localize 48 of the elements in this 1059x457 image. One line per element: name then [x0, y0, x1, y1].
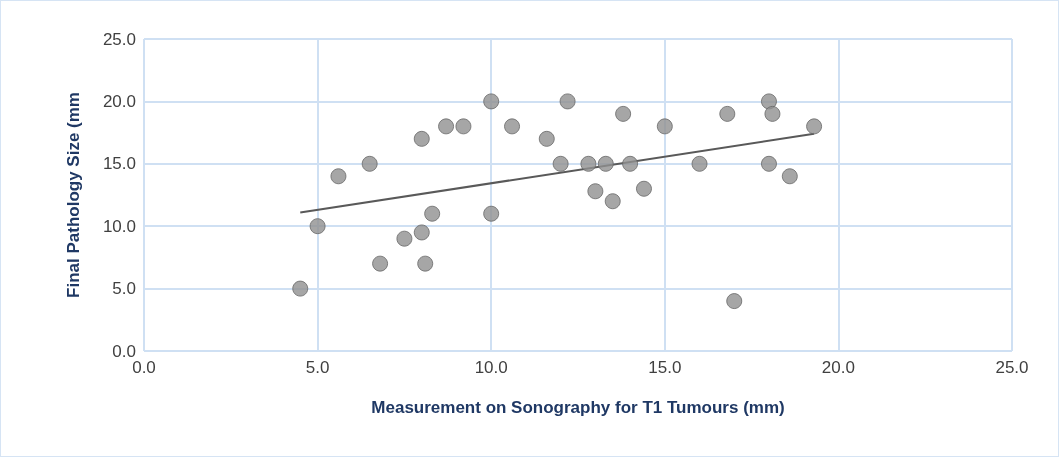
x-tick-label: 25.0: [995, 358, 1029, 377]
point: [760, 93, 777, 110]
point: [552, 155, 569, 172]
y-axis-title: Final Pathology Size (mm: [64, 92, 83, 298]
point: [781, 168, 798, 185]
y-tick-label: 10.0: [102, 216, 136, 236]
x-tick-label: 5.0: [305, 358, 330, 377]
point: [292, 280, 309, 297]
point: [483, 205, 500, 222]
point: [396, 230, 413, 247]
point: [726, 293, 743, 310]
point: [760, 155, 777, 172]
x-tick-label: 0.0: [132, 358, 156, 377]
point: [413, 224, 430, 241]
point: [455, 118, 472, 135]
point: [622, 155, 639, 172]
point: [806, 118, 823, 135]
point: [691, 155, 708, 172]
y-tick-label: 15.0: [102, 154, 136, 174]
point: [361, 155, 378, 172]
point: [309, 218, 326, 235]
point: [587, 183, 604, 200]
point: [719, 105, 736, 122]
x-axis-title: Measurement on Sonography for T1 Tumours (mm): [371, 398, 785, 417]
point: [413, 130, 430, 147]
point: [615, 105, 632, 122]
point: [372, 255, 389, 272]
point: [764, 105, 781, 122]
point: [504, 118, 521, 135]
point: [656, 118, 673, 135]
y-tick-label: 25.0: [102, 29, 136, 49]
y-tick-label: 20.0: [102, 91, 136, 111]
point: [417, 255, 434, 272]
point: [597, 155, 614, 172]
y-tick-label: 5.0: [112, 279, 136, 299]
y-tick-label: 0.0: [112, 341, 136, 361]
point: [424, 205, 441, 222]
x-tick-label: 20.0: [821, 358, 855, 377]
point: [438, 118, 455, 135]
point: [580, 155, 597, 172]
point: [538, 130, 555, 147]
point: [604, 193, 621, 210]
x-tick-label: 15.0: [648, 358, 682, 377]
x-tick-label: 10.0: [474, 358, 508, 377]
point: [559, 93, 576, 110]
point: [483, 93, 500, 110]
point: [330, 168, 347, 185]
point: [635, 180, 652, 197]
